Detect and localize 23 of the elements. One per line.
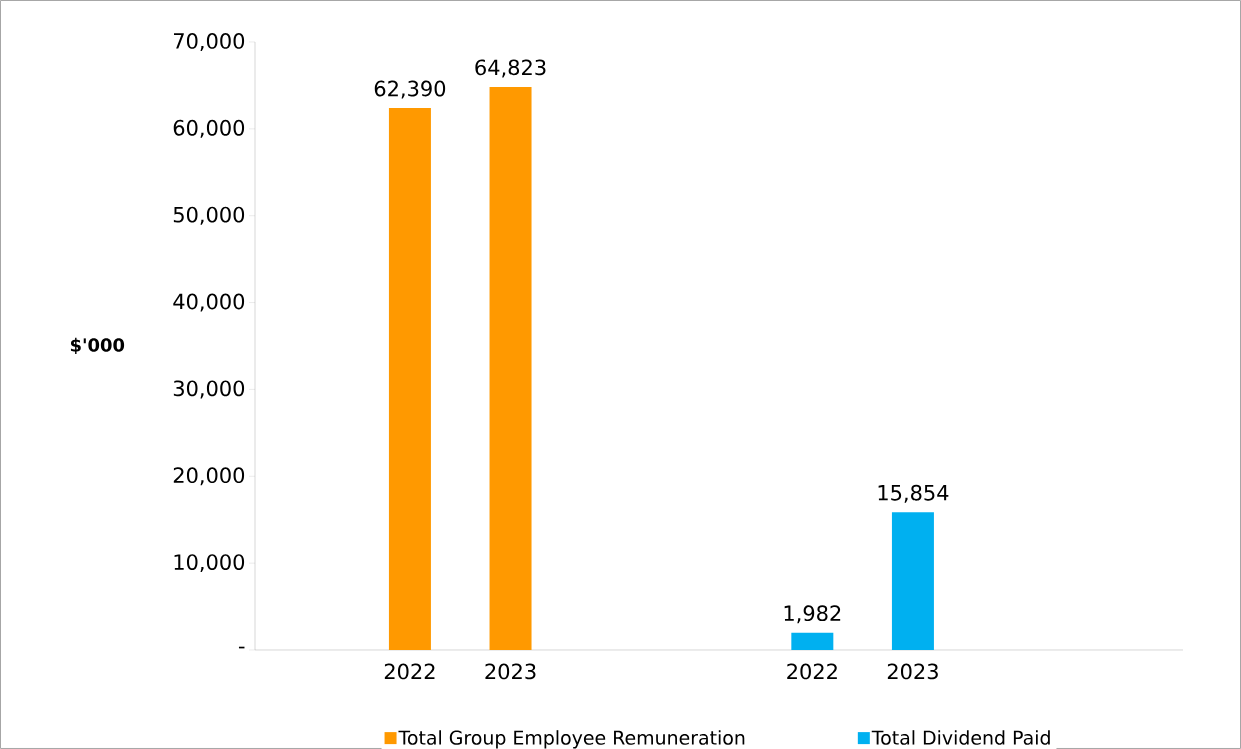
bar: [891, 512, 934, 650]
data-label: 62,390: [374, 80, 446, 99]
legend-label: Total Dividend Paid: [871, 730, 1050, 745]
bar: [489, 86, 532, 650]
data-label: 15,854: [878, 484, 949, 503]
x-tick-label: 2022: [384, 663, 435, 680]
x-tick-label: 2023: [887, 663, 938, 680]
bar: [388, 108, 431, 650]
y-tick-label: 70,000: [174, 33, 245, 51]
legend-label: Total Group Employee Remuneration: [398, 730, 745, 749]
y-tick-label: 30,000: [173, 380, 245, 399]
x-tick-label: 2023: [485, 663, 536, 680]
y-tick-label: -: [238, 646, 245, 649]
bar: [791, 632, 834, 650]
y-tick-label: 20,000: [173, 467, 245, 486]
y-tick-label: 10,000: [174, 554, 245, 573]
y-tick-label: 50,000: [173, 206, 245, 225]
y-tick-label: 60,000: [173, 119, 245, 138]
y-tick-label: 40,000: [173, 293, 245, 312]
data-label: 1,982: [784, 605, 841, 624]
y-axis-title: $'000: [70, 337, 125, 355]
x-tick-label: 2022: [787, 663, 837, 680]
data-label: 64,823: [475, 59, 546, 78]
